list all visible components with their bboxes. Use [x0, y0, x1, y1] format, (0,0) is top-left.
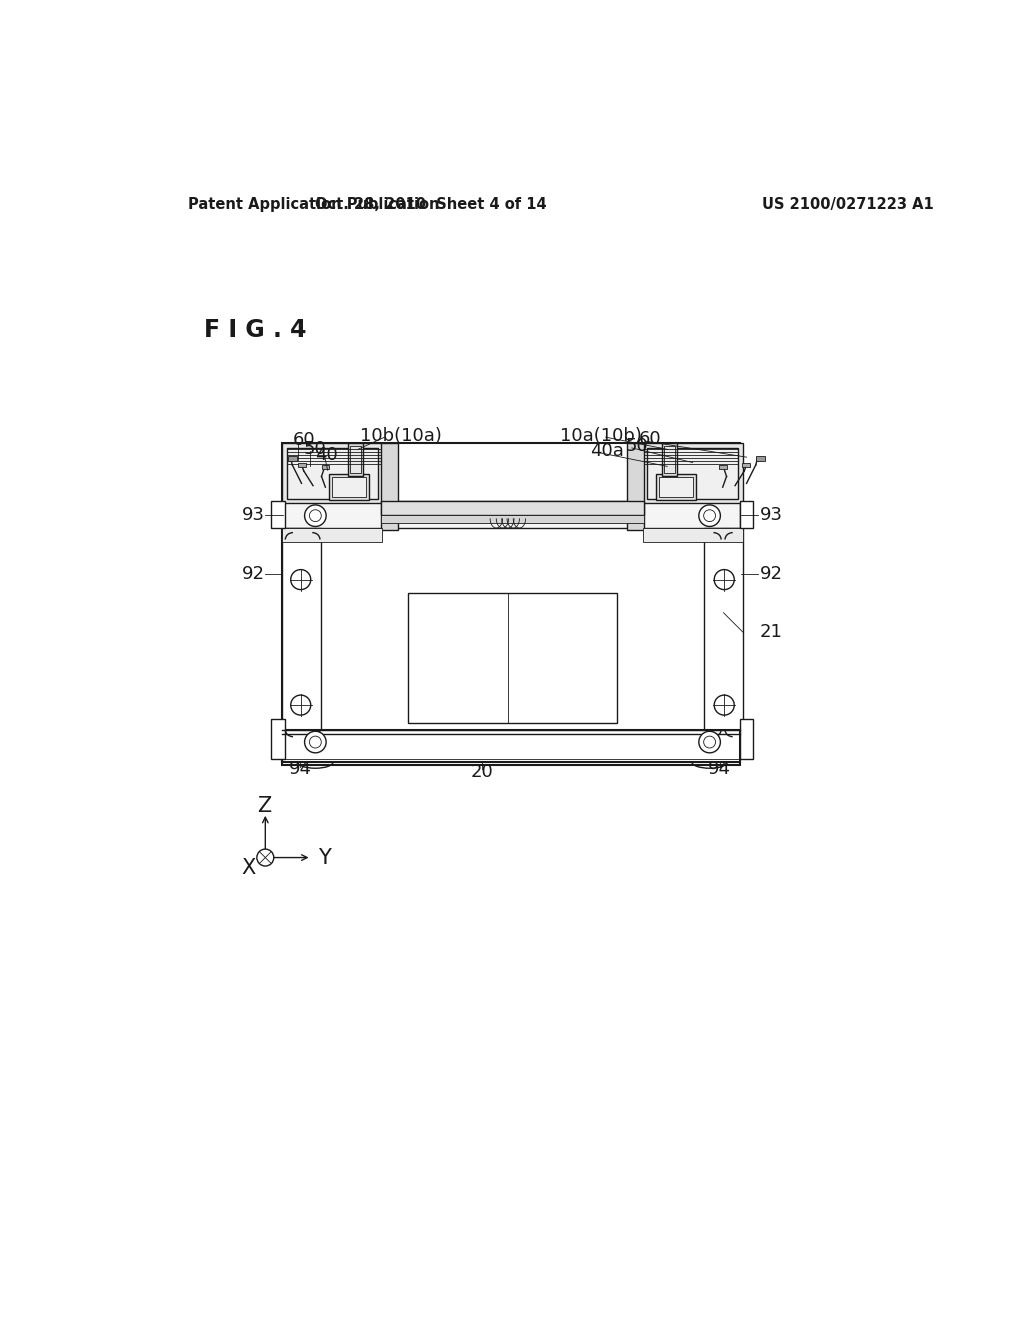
Text: Oct. 28, 2010  Sheet 4 of 14: Oct. 28, 2010 Sheet 4 of 14: [315, 197, 547, 213]
Circle shape: [309, 510, 322, 521]
Bar: [756, 457, 765, 461]
Text: 20: 20: [470, 763, 493, 781]
Bar: [288, 457, 297, 461]
Bar: [283, 730, 740, 762]
Bar: [739, 719, 754, 759]
Circle shape: [698, 731, 720, 752]
Circle shape: [304, 506, 326, 527]
Bar: [350, 446, 360, 474]
Bar: [408, 594, 617, 723]
Text: Z: Z: [257, 796, 271, 816]
Bar: [283, 502, 740, 528]
Text: F I G . 4: F I G . 4: [204, 318, 306, 342]
Bar: [662, 444, 677, 475]
Bar: [298, 462, 306, 467]
Bar: [643, 528, 742, 543]
Circle shape: [304, 731, 326, 752]
Text: 94: 94: [709, 760, 731, 777]
Bar: [705, 528, 742, 730]
Bar: [647, 447, 738, 499]
Circle shape: [703, 737, 716, 748]
Text: Y: Y: [317, 847, 331, 867]
Circle shape: [698, 506, 720, 527]
Circle shape: [309, 737, 322, 748]
Text: X: X: [241, 858, 255, 878]
Circle shape: [291, 696, 310, 715]
Bar: [283, 444, 382, 503]
Text: 50: 50: [304, 441, 327, 458]
Circle shape: [714, 570, 734, 590]
Bar: [283, 528, 321, 730]
Bar: [381, 502, 644, 515]
Bar: [333, 478, 367, 498]
Text: 92: 92: [243, 565, 265, 583]
Bar: [739, 502, 754, 528]
Text: US 2100/0271223 A1: US 2100/0271223 A1: [762, 197, 934, 213]
Text: 92: 92: [760, 565, 782, 583]
Bar: [719, 465, 727, 470]
Bar: [348, 444, 364, 475]
Bar: [742, 462, 750, 467]
Circle shape: [714, 696, 734, 715]
Text: 93: 93: [760, 506, 782, 524]
Text: 94: 94: [289, 760, 311, 777]
Text: 93: 93: [243, 506, 265, 524]
Text: 10b(10a): 10b(10a): [360, 426, 442, 445]
Bar: [381, 444, 397, 529]
Bar: [322, 465, 330, 470]
Bar: [643, 444, 742, 503]
Text: 40a: 40a: [590, 442, 624, 459]
Text: Patent Application Publication: Patent Application Publication: [188, 197, 440, 213]
Bar: [330, 474, 370, 500]
Circle shape: [291, 570, 310, 590]
Bar: [271, 502, 286, 528]
Bar: [271, 719, 286, 759]
Text: 50: 50: [626, 437, 648, 455]
Bar: [283, 528, 382, 543]
Text: 10a(10b): 10a(10b): [560, 426, 642, 445]
Bar: [665, 446, 675, 474]
Text: 60: 60: [639, 430, 662, 449]
Circle shape: [257, 849, 273, 866]
Circle shape: [703, 510, 716, 521]
Bar: [655, 474, 695, 500]
Bar: [287, 447, 378, 499]
Text: 40: 40: [315, 446, 338, 463]
Text: 21: 21: [760, 623, 782, 642]
Bar: [628, 444, 644, 529]
Bar: [381, 515, 644, 523]
Text: 60: 60: [292, 432, 315, 449]
Bar: [658, 478, 692, 498]
Bar: [283, 444, 740, 766]
